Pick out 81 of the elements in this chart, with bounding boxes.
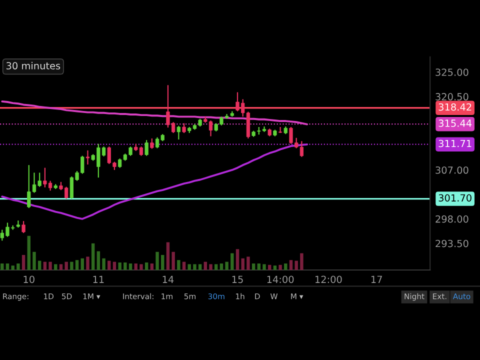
bar [204,262,208,270]
ref-line-label: 301.70 [438,194,472,202]
bar [161,254,164,270]
bar [278,264,282,270]
bar [214,264,218,270]
bar [124,262,127,270]
y-tick-label: 325.00 [436,68,468,76]
bar [96,251,100,270]
bar [144,262,148,270]
bar [300,253,304,270]
candlestick [176,125,180,140]
bar [289,260,293,270]
bar [172,252,175,270]
x-tick-label: 14 [162,276,174,283]
x-tick-label: 15 [232,276,243,284]
bar [43,262,47,270]
x-tick-label: 12:00 [316,276,342,284]
bar [59,264,63,270]
bar [193,264,196,270]
bar [209,264,212,270]
candlestick [278,126,282,134]
ref-line-label: 315.44 [438,120,472,127]
bar [230,253,234,270]
candlestick [22,220,26,234]
bar [102,258,106,270]
bar [246,256,250,270]
bar [32,252,36,270]
bar [156,252,159,270]
bar [257,264,261,270]
bar [188,264,191,270]
bar [48,262,52,270]
annotation: 30 minutes [6,62,60,70]
bar [182,262,186,270]
bar [262,264,266,270]
bar [112,262,116,270]
bar [91,243,95,270]
bar [241,258,244,270]
x-tick-label: 14:00 [267,276,294,284]
y-tick-label: 320.50 [436,93,468,100]
y-tick-label: 298.00 [436,215,468,223]
bar [284,264,288,270]
bar [16,264,20,270]
candlestick [182,122,186,134]
y-tick-label: 307.00 [436,166,468,174]
bar [0,264,4,270]
bar [108,260,111,270]
x-tick-label: 10 [24,276,34,284]
bar [140,264,143,270]
bar [177,260,180,270]
bar [134,264,138,270]
ref-line-label: 311.71 [438,140,472,148]
bar [22,254,26,270]
bar [252,264,256,270]
bar [128,264,132,270]
bar [198,264,202,270]
bar [166,242,170,270]
bar [38,260,42,270]
bar [54,264,58,270]
bar [118,262,122,270]
bar [64,262,68,270]
bar [86,256,90,270]
bar [236,249,240,270]
bar [220,264,224,270]
bar [268,264,272,270]
bar [6,264,10,270]
bar [150,264,154,270]
y-tick-label: 293.50 [436,240,468,248]
x-tick-label: 11 [93,276,104,283]
candlestick [86,150,90,166]
bar [11,266,14,270]
ref-line-label: 318.42 [438,103,472,111]
candlestick [144,140,148,156]
bar [70,262,74,270]
bar [75,260,79,270]
bar [294,260,298,270]
x-tick-label: 17 [371,276,382,283]
bar [225,262,228,270]
bar [80,258,84,270]
candlestick [150,138,154,150]
bar [27,236,30,270]
bar [273,266,277,270]
